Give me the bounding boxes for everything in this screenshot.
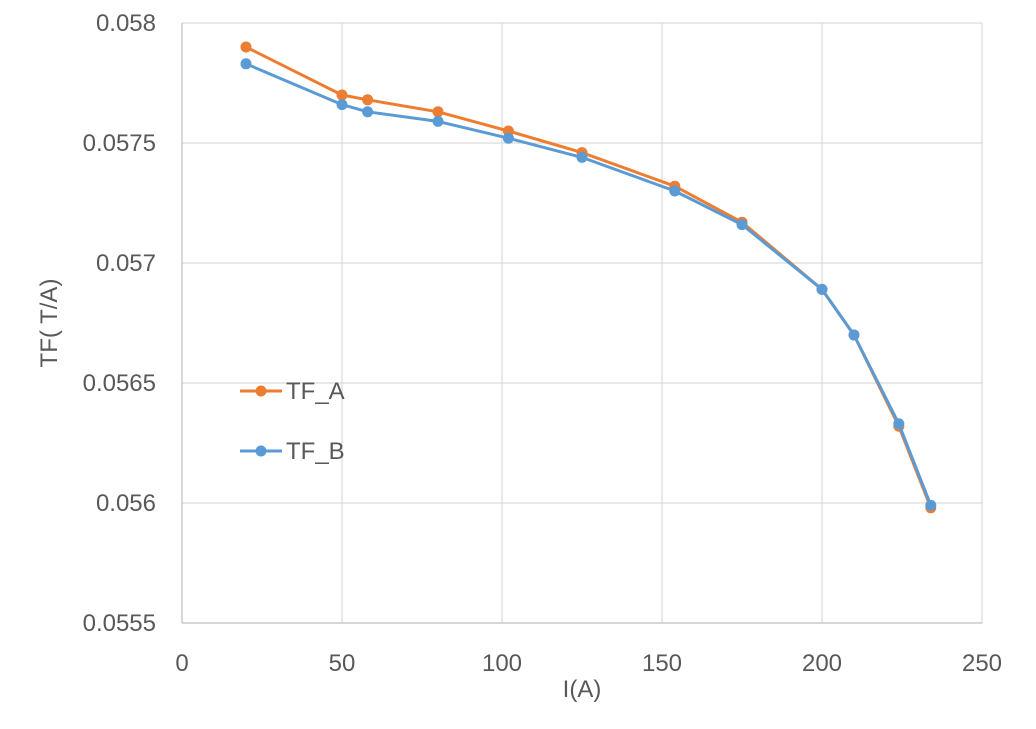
legend-label: TF_A [286, 378, 345, 405]
data-point [502, 132, 514, 144]
data-point [336, 89, 348, 101]
series-tf-b [240, 58, 937, 511]
x-tick-label: 150 [642, 650, 682, 677]
data-point [336, 99, 348, 111]
y-tick-label: 0.0565 [83, 370, 156, 397]
data-point [432, 115, 444, 127]
legend-label: TF_B [286, 438, 345, 465]
series-line [244, 45, 933, 510]
legend: TF_A TF_B [240, 378, 345, 465]
x-tick-label: 50 [329, 650, 356, 677]
data-point [240, 58, 252, 70]
y-tick-label: 0.0555 [83, 610, 156, 637]
data-point [893, 418, 905, 430]
data-point [240, 41, 252, 53]
data-point [362, 106, 374, 118]
x-tick-label: 0 [175, 650, 188, 677]
grid [182, 22, 983, 623]
y-tick-label: 0.056 [96, 490, 156, 517]
y-tick-label: 0.057 [96, 250, 156, 277]
legend-item: TF_A [240, 378, 345, 405]
data-point [669, 185, 681, 197]
data-point [848, 329, 860, 341]
legend-marker [255, 385, 267, 397]
axes [181, 23, 982, 624]
tick-labels: 0.0555 0.056 0.0565 0.057 0.0575 0.058 0 50 100 1… [83, 10, 1002, 677]
legend-item: TF_B [240, 438, 345, 465]
x-tick-label: 200 [802, 650, 842, 677]
data-point [432, 106, 444, 118]
y-tick-label: 0.058 [96, 10, 156, 37]
data-point [736, 219, 748, 231]
legend-marker [255, 445, 267, 457]
series-line [244, 62, 933, 507]
x-tick-label: 100 [482, 650, 522, 677]
x-axis-title: I(A) [563, 676, 602, 703]
x-tick-label: 250 [962, 650, 1002, 677]
series-group [240, 41, 937, 514]
data-point [816, 283, 828, 295]
y-axis-title: TF( T/A) [36, 279, 63, 368]
data-point [925, 499, 937, 511]
series-tf-a [240, 41, 937, 514]
data-point [362, 94, 374, 106]
y-tick-label: 0.0575 [83, 130, 156, 157]
data-point [576, 151, 588, 163]
